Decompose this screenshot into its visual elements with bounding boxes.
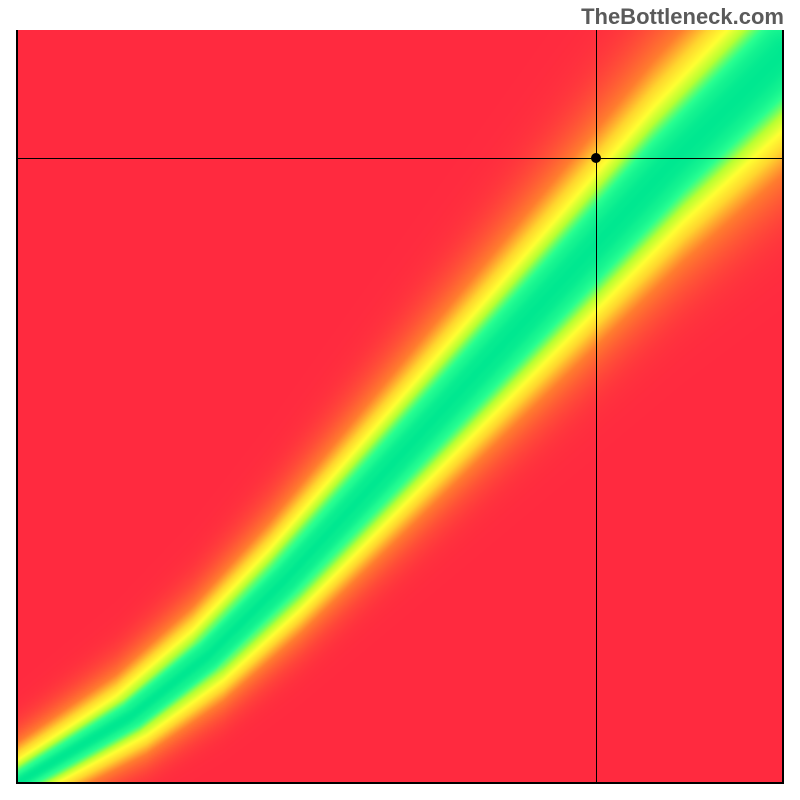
watermark-text: TheBottleneck.com [581,4,784,30]
heatmap-canvas [16,30,784,784]
crosshair-horizontal [16,158,784,159]
crosshair-vertical [596,30,597,784]
heatmap-plot [16,30,784,784]
crosshair-marker [591,153,601,163]
